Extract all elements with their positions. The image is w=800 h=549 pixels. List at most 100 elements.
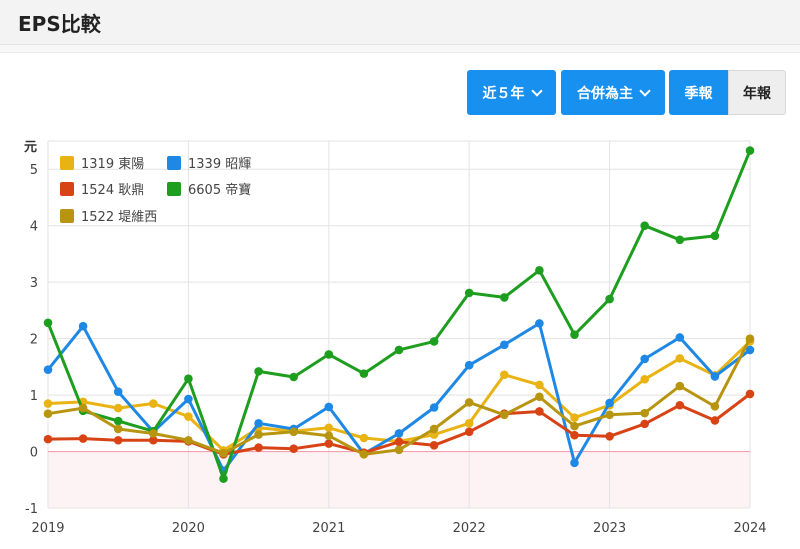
data-point (324, 439, 334, 448)
data-point (78, 321, 88, 331)
data-point (324, 350, 334, 359)
data-point (289, 427, 299, 437)
data-point (464, 419, 474, 428)
data-point (535, 407, 544, 416)
y-tick-label: 5 (30, 163, 38, 178)
data-point (394, 445, 404, 455)
data-point (535, 319, 544, 328)
data-point (113, 416, 123, 426)
data-point (640, 419, 649, 429)
data-point (675, 333, 685, 342)
data-point (149, 435, 158, 445)
data-point (43, 399, 53, 408)
data-point (289, 372, 299, 382)
period-dropdown[interactable]: 近５年 (467, 70, 556, 115)
legend-label: 1339 昭輝 (188, 157, 252, 172)
data-point (219, 448, 228, 458)
data-point (640, 221, 649, 230)
data-point (149, 429, 158, 438)
legend-swatch (60, 208, 74, 223)
data-point (640, 374, 649, 384)
data-point (394, 429, 404, 438)
data-point (113, 424, 123, 434)
legend-label: 1524 耿鼎 (81, 183, 145, 198)
legend-label: 6605 帝寶 (188, 183, 252, 198)
data-point (429, 337, 439, 346)
data-point (535, 380, 544, 390)
data-point (710, 372, 720, 381)
data-point (254, 419, 263, 428)
x-tick-label: 2023 (593, 521, 626, 536)
legend-item[interactable]: 1319 東陽 (60, 153, 144, 172)
data-point (78, 403, 88, 413)
x-tick-label: 2020 (172, 521, 205, 536)
data-point (745, 146, 755, 155)
data-point (394, 437, 404, 447)
data-point (570, 330, 579, 339)
legend-item[interactable]: 6605 帝寶 (167, 179, 251, 198)
legend-swatch (60, 155, 74, 170)
data-point (605, 431, 614, 441)
data-point (184, 374, 193, 384)
data-point (394, 345, 404, 355)
data-point (78, 434, 88, 443)
y-tick-label: 4 (30, 220, 38, 235)
data-point (500, 410, 509, 420)
data-point (675, 235, 685, 245)
legend-item[interactable]: 1524 耿鼎 (60, 179, 144, 198)
x-tick-label: 2022 (453, 521, 486, 536)
data-point (429, 441, 439, 450)
data-point (605, 398, 614, 408)
basis-dropdown[interactable]: 合併為主 (561, 70, 665, 115)
page-title: EPS比較 (18, 12, 101, 36)
data-point (710, 416, 720, 425)
data-point (605, 294, 614, 304)
y-tick-label: 3 (30, 276, 38, 291)
data-point (745, 389, 755, 399)
data-point (43, 409, 53, 419)
data-point (113, 387, 123, 396)
data-point (184, 412, 193, 421)
data-point (359, 450, 369, 459)
data-point (535, 392, 544, 402)
data-point (500, 293, 509, 302)
data-point (675, 381, 685, 391)
header-bar: EPS比較 (0, 0, 800, 45)
data-point (43, 318, 53, 328)
x-tick-label: 2019 (31, 521, 64, 536)
legend-swatch (167, 155, 181, 170)
data-point (254, 430, 263, 439)
legend-item[interactable]: 1339 昭輝 (167, 153, 251, 172)
data-point (535, 265, 544, 275)
legend-item[interactable]: 1522 堤維西 (60, 206, 157, 225)
data-point (254, 367, 263, 376)
legend-label: 1522 堤維西 (81, 210, 158, 225)
data-point (570, 413, 579, 422)
data-point (464, 288, 474, 298)
data-point (605, 410, 614, 420)
data-point (184, 435, 193, 445)
data-point (464, 398, 474, 407)
data-point (324, 402, 334, 412)
data-point (254, 443, 263, 452)
y-tick-label: 2 (30, 333, 38, 348)
data-point (570, 430, 579, 440)
x-tick-label: 2024 (733, 521, 766, 536)
y-tick-label: 1 (30, 389, 38, 404)
negative-region (48, 451, 750, 508)
quarterly-toggle[interactable]: 季報 (669, 70, 728, 115)
data-point (570, 458, 579, 468)
y-tick-label: -1 (25, 502, 38, 517)
x-tick-label: 2021 (312, 521, 345, 536)
data-point (745, 345, 755, 355)
legend-label: 1319 東陽 (81, 157, 145, 172)
data-point (113, 403, 123, 413)
data-point (359, 369, 369, 378)
data-point (429, 403, 439, 412)
annual-toggle[interactable]: 年報 (728, 70, 786, 115)
data-point (675, 400, 685, 410)
data-point (43, 434, 53, 444)
data-point (570, 421, 579, 431)
legend-swatch (167, 181, 181, 196)
